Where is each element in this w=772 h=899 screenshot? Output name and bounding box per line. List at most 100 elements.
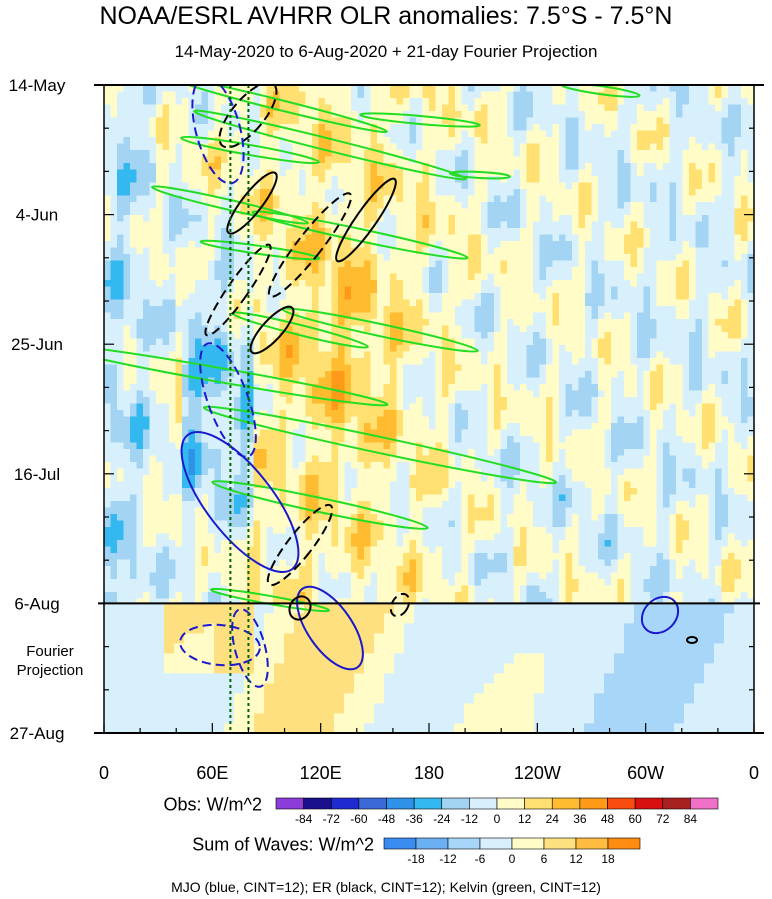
x-axis-labels: 0 60E 120E 180 120W 60W 0 <box>99 763 759 783</box>
colorbar-swatch <box>607 797 636 810</box>
colorbar-swatch <box>496 797 525 810</box>
colorbar-tick-label: 18 <box>601 852 615 866</box>
kelvin-contour <box>202 405 558 485</box>
kelvin-contour <box>559 85 641 98</box>
chart-title: NOAA/ESRL AVHRR OLR anomalies: 7.5°S - 7… <box>99 2 673 30</box>
y-tick-label: 14-May <box>9 76 66 95</box>
colorbar-swatch <box>575 837 609 850</box>
colorbar-tick-label: 48 <box>601 812 615 826</box>
y-tick-label: 4-Jun <box>16 206 59 225</box>
colorbar-tick-label: -12 <box>439 852 457 866</box>
colorbar-swatch <box>383 837 417 850</box>
kelvin-contour <box>172 85 388 134</box>
projection-label: Projection <box>17 662 84 679</box>
y-tick-label: 27-Aug <box>10 724 65 743</box>
er-contour <box>335 177 397 263</box>
colorbar-tick-label: 36 <box>573 812 587 826</box>
footer-note: MJO (blue, CINT=12); ER (black, CINT=12)… <box>171 879 601 895</box>
y-tick-label: 16-Jul <box>14 465 60 484</box>
colorbar-swatch <box>524 797 553 810</box>
mjo-contour <box>199 342 257 458</box>
er-contour <box>226 171 278 235</box>
colorbar-tick-label: -48 <box>378 812 396 826</box>
er-contour <box>686 636 698 644</box>
projection-field <box>104 603 754 733</box>
mjo-contour <box>180 431 300 573</box>
wave-contours <box>104 85 698 688</box>
colorbar-swatch <box>303 797 332 810</box>
kelvin-contour <box>359 112 481 128</box>
colorbar-tick-label: 60 <box>628 812 642 826</box>
colorbar-tick-label: -18 <box>407 852 425 866</box>
colorbar-swatch <box>447 837 481 850</box>
y-tick-label: 6-Aug <box>14 594 59 613</box>
colorbar-title: Obs: W/m^2 <box>164 795 262 815</box>
colorbars: Obs: W/m^2-84 -72 -60 -48 -36 -24 -12 0 12 24 36 48… <box>164 795 719 866</box>
y-tick-label: 25-Jun <box>11 335 63 354</box>
colorbar-tick-label: 0 <box>494 812 501 826</box>
er-contour <box>389 592 411 618</box>
er-contour <box>218 85 278 149</box>
colorbar-swatch <box>662 797 691 810</box>
colorbar-swatch <box>358 797 387 810</box>
plot-axes <box>94 84 764 734</box>
kelvin-contour <box>199 239 321 261</box>
reference-lines <box>229 85 250 733</box>
colorbar-tick-label: 6 <box>541 852 548 866</box>
colorbar-tick-label: -6 <box>475 852 486 866</box>
y-axis-labels: 14-May 4-Jun 25-Jun 16-Jul 6-Aug 27-Aug Fourie… <box>9 76 84 743</box>
x-tick-label: 60W <box>627 763 664 783</box>
colorbar-tick-label: -36 <box>405 812 423 826</box>
colorbar-tick-label: 24 <box>546 812 560 826</box>
chart-subtitle: 14-May-2020 to 6-Aug-2020 + 21-day Fouri… <box>174 42 598 61</box>
colorbar-swatch <box>579 797 608 810</box>
colorbar-swatch <box>543 837 577 850</box>
colorbar-tick-label: -24 <box>433 812 451 826</box>
colorbar-tick-label: -12 <box>461 812 479 826</box>
colorbar-swatch <box>413 797 443 810</box>
colorbar-tick-label: 12 <box>569 852 583 866</box>
er-contour <box>249 305 295 355</box>
mjo-contour <box>191 85 245 185</box>
kelvin-contour <box>104 343 389 407</box>
colorbar-swatch <box>415 837 449 850</box>
colorbar-swatch <box>690 797 719 810</box>
mjo-contour <box>231 608 269 688</box>
colorbar-swatch <box>511 837 545 850</box>
colorbar-swatch <box>275 797 304 810</box>
colorbar-tick-label: 0 <box>509 852 516 866</box>
er-contour <box>267 192 353 298</box>
waves-colorbar: Sum of Waves: W/m^2 -18 -12 -6 0 6 12 18 <box>192 835 641 866</box>
mjo-contour <box>179 623 261 667</box>
colorbar-tick-label: 72 <box>656 812 670 826</box>
colorbar-title: Sum of Waves: W/m^2 <box>192 835 374 855</box>
colorbar-swatch <box>386 797 415 810</box>
olr-anomaly-field <box>104 85 754 733</box>
obs-colorbar: Obs: W/m^2 -84 -72 -60 -48 -36 -24 -12 0 12 24 36 48… <box>164 795 719 826</box>
colorbar-swatch <box>479 837 513 850</box>
kelvin-contour <box>251 210 469 260</box>
colorbar-swatch <box>469 797 498 810</box>
colorbar-swatch <box>441 797 470 810</box>
kelvin-contour <box>193 109 467 181</box>
x-tick-label: 120W <box>514 763 561 783</box>
colorbar-swatch <box>551 797 581 810</box>
x-tick-label: 60E <box>196 763 228 783</box>
colorbar-tick-label: -72 <box>323 812 341 826</box>
x-tick-label: 120E <box>300 763 342 783</box>
x-tick-label: 180 <box>414 763 444 783</box>
x-tick-label: 0 <box>749 763 759 783</box>
colorbar-tick-label: 84 <box>684 812 698 826</box>
colorbar-swatch <box>607 837 641 850</box>
colorbar-tick-label: -60 <box>350 812 368 826</box>
projection-label: Fourier <box>26 643 74 660</box>
kelvin-contour <box>449 170 511 180</box>
er-contour <box>266 503 334 587</box>
mjo-contour <box>296 585 364 671</box>
colorbar-swatch <box>634 797 664 810</box>
colorbar-swatch <box>330 797 360 810</box>
colorbar-tick-label: -84 <box>295 812 313 826</box>
colorbar-tick-label: 12 <box>518 812 532 826</box>
x-tick-label: 0 <box>99 763 109 783</box>
